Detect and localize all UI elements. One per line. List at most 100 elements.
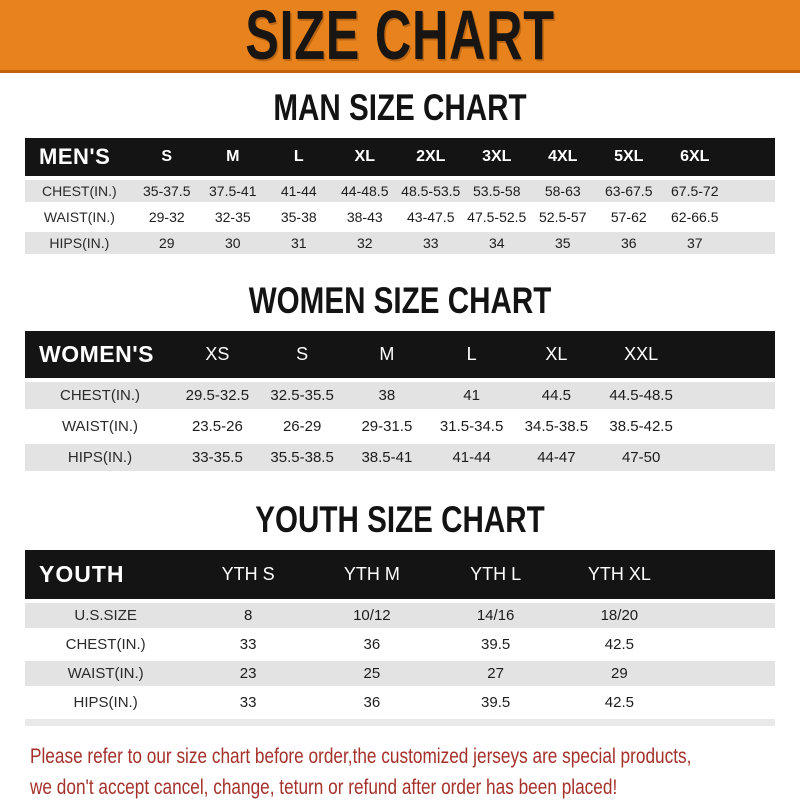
column-header: 4XL xyxy=(548,148,578,165)
row-label: CHEST(IN.) xyxy=(65,636,146,653)
filler-cell xyxy=(684,382,776,409)
youth-size-table: YOUTH YTH S YTH M YTH L YTH XL U.S.SIZE 8 10/12… xyxy=(25,546,775,719)
table-row: HIPS(IN.) 29 30 31 32 33 34 35 36 37 xyxy=(25,232,775,254)
size-value-cell: 27 xyxy=(487,665,504,682)
womens-table-wrap: WOMEN'S XS S M L XL XXL CHEST(IN.) 29.5-32.5 32.5… xyxy=(25,327,775,475)
column-header: XXL xyxy=(624,344,659,364)
size-value-cell: 29 xyxy=(611,665,628,682)
size-value-cell: 47-50 xyxy=(621,449,661,466)
filler-cell xyxy=(681,603,775,628)
size-value-cell: 29-31.5 xyxy=(361,418,413,435)
table-row: WAIST(IN.) 23.5-26 26-29 29-31.5 31.5-34.5 34… xyxy=(25,413,775,440)
size-value-cell: 36 xyxy=(363,636,381,653)
column-header: YTH XL xyxy=(587,564,651,584)
size-value-cell: 48.5-53.5 xyxy=(401,183,461,199)
size-value-cell: 47.5-52.5 xyxy=(467,209,527,225)
filler-cell xyxy=(684,413,776,440)
column-header: S xyxy=(296,344,309,364)
size-value-cell: 38-43 xyxy=(346,209,383,225)
mens-chart-heading: MAN SIZE CHART xyxy=(273,87,527,128)
column-header: L xyxy=(466,344,477,364)
banner-title: SIZE CHART xyxy=(245,0,555,74)
column-header: YTH M xyxy=(343,564,400,584)
size-value-cell: 10/12 xyxy=(353,607,391,624)
row-label: WAIST(IN.) xyxy=(43,209,115,225)
size-value-cell: 34.5-38.5 xyxy=(524,418,589,435)
size-value-cell: 33 xyxy=(239,694,257,711)
size-value-cell: 36 xyxy=(363,694,381,711)
size-value-cell: 36 xyxy=(620,235,637,251)
filler-cell xyxy=(728,180,775,202)
size-value-cell: 38.5-42.5 xyxy=(609,418,673,435)
size-value-cell: 29 xyxy=(158,235,175,251)
size-value-cell: 33 xyxy=(422,235,439,251)
size-value-cell: 33 xyxy=(239,636,257,653)
filler-cell xyxy=(728,206,775,228)
size-value-cell: 18/20 xyxy=(600,607,639,624)
size-value-cell: 42.5 xyxy=(604,636,634,653)
disclaimer-line-2: we don't accept cancel, change, teturn o… xyxy=(30,772,800,803)
table-row: CHEST(IN.) 33 36 39.5 42.5 xyxy=(25,632,775,657)
row-label: U.S.SIZE xyxy=(74,607,137,624)
size-value-cell: 23.5-26 xyxy=(191,418,243,435)
size-value-cell: 41-44 xyxy=(280,183,317,199)
size-value-cell: 57-62 xyxy=(610,209,647,225)
size-value-cell: 34 xyxy=(488,235,505,251)
womens-size-table: WOMEN'S XS S M L XL XXL CHEST(IN.) 29.5-32.5 32.5… xyxy=(25,327,775,475)
size-value-cell: 44-48.5 xyxy=(341,183,389,199)
size-value-cell: 44.5 xyxy=(541,387,571,404)
size-value-cell: 25 xyxy=(363,665,381,682)
size-value-cell: 42.5 xyxy=(604,694,634,711)
size-value-cell: 29-32 xyxy=(148,209,185,225)
size-value-cell: 39.5 xyxy=(481,694,511,711)
size-value-cell: 32 xyxy=(356,235,373,251)
row-label: HIPS(IN.) xyxy=(73,694,138,711)
row-label: CHEST(IN.) xyxy=(42,183,117,199)
size-value-cell: 26-29 xyxy=(282,418,322,435)
column-header: 3XL xyxy=(482,148,512,165)
table-row: U.S.SIZE 8 10/12 14/16 18/20 xyxy=(25,603,775,628)
table-title: YOUTH xyxy=(39,561,125,587)
size-value-cell: 41-44 xyxy=(452,449,491,466)
disclaimer-line-2-text: we don't accept cancel, change, teturn o… xyxy=(30,776,618,799)
size-value-cell: 38 xyxy=(378,387,396,404)
column-header: XL xyxy=(545,344,568,364)
womens-chart-heading: WOMEN SIZE CHART xyxy=(248,280,552,321)
mens-table-wrap: MEN'S S M L XL 2XL 3XL 4XL 5XL 6XL CHEST(IN.) 35-37… xyxy=(25,134,775,258)
table-row: CHEST(IN.) 29.5-32.5 32.5-35.5 38 41 44.5 44.5… xyxy=(25,382,775,409)
table-header-row: YOUTH YTH S YTH M YTH L YTH XL xyxy=(25,550,775,599)
filler-cell xyxy=(728,232,775,254)
size-value-cell: 32-35 xyxy=(214,209,251,225)
filler-cell xyxy=(681,632,775,657)
filler-cell xyxy=(681,661,775,686)
table-header-row: MEN'S S M L XL 2XL 3XL 4XL 5XL 6XL xyxy=(25,138,775,176)
table-row: WAIST(IN.) 23 25 27 29 xyxy=(25,661,775,686)
size-value-cell: 43-47.5 xyxy=(407,209,455,225)
table-row: HIPS(IN.) 33 36 39.5 42.5 xyxy=(25,690,775,715)
youth-table-wrap: YOUTH YTH S YTH M YTH L YTH XL U.S.SIZE 8 10/12… xyxy=(25,546,775,719)
table-header-row: WOMEN'S XS S M L XL XXL xyxy=(25,331,775,378)
size-value-cell: 44-47 xyxy=(537,449,576,466)
size-value-cell: 38.5-41 xyxy=(361,449,413,466)
table-row: WAIST(IN.) 29-32 32-35 35-38 38-43 43-47.5 47.… xyxy=(25,206,775,228)
column-header: 6XL xyxy=(680,148,710,165)
size-value-cell: 37 xyxy=(686,235,703,251)
youth-chart-heading: YOUTH SIZE CHART xyxy=(255,499,545,540)
table-bottom-strip xyxy=(25,719,775,726)
row-label: WAIST(IN.) xyxy=(67,665,144,682)
size-value-cell: 35-37.5 xyxy=(143,183,191,199)
size-value-cell: 35.5-38.5 xyxy=(270,449,334,466)
column-header: YTH S xyxy=(221,564,275,584)
filler-cell xyxy=(684,331,776,378)
row-label: CHEST(IN.) xyxy=(60,387,140,404)
size-value-cell: 35-38 xyxy=(280,209,317,225)
size-value-cell: 31.5-34.5 xyxy=(439,418,504,435)
table-title: MEN'S xyxy=(39,144,111,169)
column-header: XS xyxy=(205,344,230,364)
column-header: YTH L xyxy=(470,564,522,584)
size-value-cell: 67.5-72 xyxy=(671,183,719,199)
size-value-cell: 52.5-57 xyxy=(539,209,587,225)
column-header: 5XL xyxy=(614,148,644,165)
row-label: WAIST(IN.) xyxy=(61,418,139,435)
column-header: M xyxy=(226,148,240,165)
